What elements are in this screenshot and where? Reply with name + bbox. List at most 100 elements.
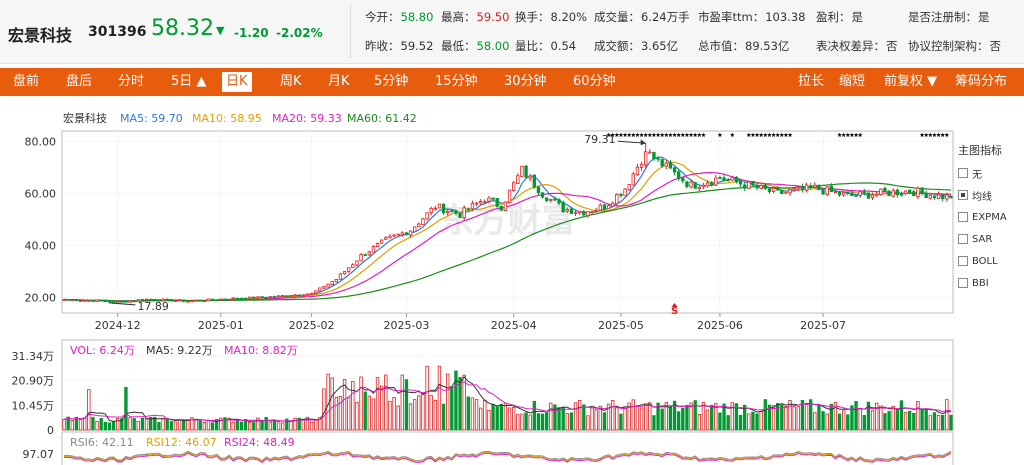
candlestick	[231, 297, 235, 300]
candlestick	[829, 183, 833, 193]
candlestick	[227, 298, 231, 301]
legend-series-value: : 48.49	[256, 436, 295, 449]
star-marker-icon	[936, 132, 941, 137]
indicator-option[interactable]: SAR	[958, 228, 1022, 250]
tab-6[interactable]: 月K	[328, 74, 350, 89]
candle-body	[759, 184, 763, 190]
indicator-option[interactable]: EXPMA	[958, 206, 1022, 228]
checkbox-icon[interactable]	[958, 256, 968, 266]
candlestick	[780, 189, 784, 195]
candlestick	[846, 191, 850, 196]
stretch-button[interactable]: 拉长	[798, 74, 825, 89]
checkbox-checked-icon[interactable]	[958, 190, 968, 200]
candlestick	[590, 211, 594, 215]
tab-2[interactable]: 分时	[118, 74, 145, 89]
legend-series-name: MA5	[120, 112, 144, 125]
candle-body	[157, 299, 161, 302]
legend-series-name: MA10	[224, 344, 255, 357]
volume-bar	[800, 400, 805, 431]
star-marker-icon	[701, 132, 706, 137]
star-marker-icon	[857, 132, 863, 137]
star-marker-icon	[697, 132, 702, 137]
volume-bar	[256, 417, 260, 431]
volume-bar	[619, 413, 623, 431]
candle-body	[924, 192, 928, 199]
volume-bar	[858, 408, 862, 431]
volume-bar	[95, 421, 99, 431]
quote-field-label: 成交额：	[594, 39, 640, 53]
quote-field: 是否注册制：是	[908, 9, 990, 25]
volume-bar	[903, 412, 908, 431]
volume-bar	[503, 402, 508, 431]
adjust-mode-dropdown[interactable]: 前复权 ▼	[884, 74, 938, 89]
tab-8[interactable]: 15分钟	[435, 74, 478, 89]
star-marker-icon	[775, 132, 780, 137]
candle-body	[578, 210, 582, 214]
tab-3[interactable]: 5日 ▲	[171, 74, 207, 89]
indicator-option[interactable]: 无	[958, 162, 1022, 184]
volume-bar	[293, 417, 297, 431]
candle-body	[887, 190, 891, 197]
candle-body	[718, 177, 722, 179]
tab-0[interactable]: 盘前	[13, 74, 40, 89]
star-marker-icon	[767, 132, 772, 137]
chip-distribution-button[interactable]: 筹码分布	[955, 74, 1008, 89]
candlestick	[281, 295, 285, 297]
legend-series-value: : 59.33	[303, 112, 342, 125]
candlestick	[941, 193, 945, 202]
volume-bar	[842, 410, 846, 431]
tab-9[interactable]: 30分钟	[504, 74, 547, 89]
quote-field: 最低：58.00	[441, 38, 509, 54]
candlestick	[136, 299, 140, 302]
volume-bar	[437, 365, 442, 431]
candle-body	[169, 298, 173, 302]
candlestick	[495, 197, 499, 208]
quote-field-value: 59.50	[476, 10, 510, 24]
tab-7[interactable]: 5分钟	[374, 74, 409, 89]
volume-bar	[829, 403, 833, 431]
candle-body	[792, 188, 796, 191]
checkbox-icon[interactable]	[958, 212, 968, 222]
volume-bar	[693, 400, 697, 431]
vol-legend-item: MA10: 8.82万	[224, 344, 298, 357]
volume-bar	[375, 377, 380, 431]
candlestick	[408, 230, 413, 238]
volume-bar	[330, 377, 334, 431]
tab-4[interactable]: 日K	[222, 72, 252, 92]
candle-body	[705, 182, 710, 187]
indicator-option[interactable]: BBI	[958, 272, 1022, 294]
volume-bar	[116, 417, 120, 431]
tab-10[interactable]: 60分钟	[573, 74, 616, 89]
candle-body	[755, 185, 759, 189]
indicator-option[interactable]: BOLL	[958, 250, 1022, 272]
volume-bar	[639, 407, 644, 431]
volume-bar	[161, 418, 165, 431]
shrink-button[interactable]: 缩短	[839, 74, 866, 89]
candlestick	[639, 161, 644, 171]
star-marker-icon	[932, 132, 937, 137]
volume-bar	[66, 416, 70, 431]
quote-field: 量比：0.54	[515, 38, 576, 54]
tab-5[interactable]: 周K	[280, 74, 302, 89]
checkbox-icon[interactable]	[958, 278, 968, 288]
candle-body	[256, 296, 260, 299]
checkbox-icon[interactable]	[958, 234, 968, 244]
candle-body	[272, 296, 277, 299]
candlestick	[140, 298, 145, 302]
volume-bar	[784, 405, 788, 431]
kline-chart[interactable]: 宏景科技 MA5: 59.70 MA10: 58.95 MA20: 59.33 MA60…	[0, 104, 1024, 465]
candle-body	[858, 191, 862, 196]
indicator-option-label: BBI	[972, 277, 989, 289]
volume-bar	[429, 395, 433, 431]
volume-bar	[677, 411, 681, 431]
volume-bar	[404, 379, 409, 431]
indicator-option[interactable]: 均线	[958, 184, 1022, 206]
volume-bar	[248, 421, 252, 431]
candle-body	[677, 171, 681, 180]
checkbox-icon[interactable]	[958, 168, 968, 178]
volume-bar	[206, 420, 211, 431]
candlestick	[446, 209, 450, 216]
candlestick	[264, 297, 268, 299]
candlestick	[194, 299, 198, 302]
tab-1[interactable]: 盘后	[66, 74, 93, 89]
